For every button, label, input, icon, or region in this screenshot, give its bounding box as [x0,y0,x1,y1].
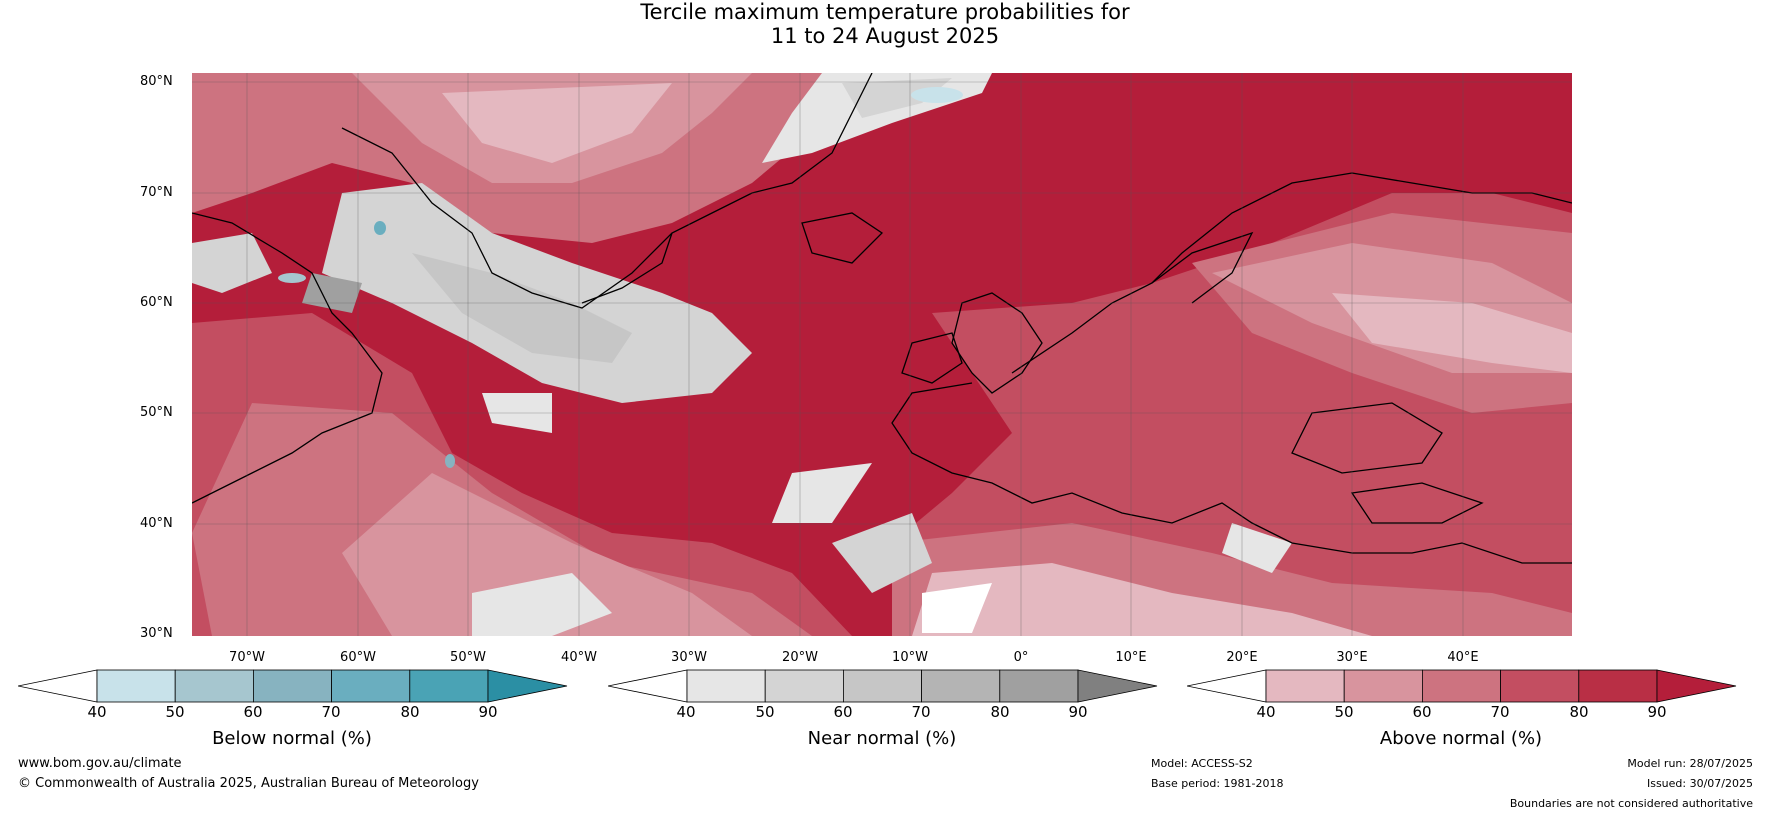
issued-text: Issued: 30/07/2025 [1646,777,1753,790]
lat-label-60n: 60°N [140,295,173,310]
cbar-near-tick-80: 80 [990,703,1010,721]
lon-label-0: 0° [1013,650,1029,665]
lon-label-30e: 30°E [1336,650,1368,665]
website-text: www.bom.gov.au/climate [18,756,182,771]
title-line-2: 11 to 24 August 2025 [770,24,1000,48]
colorbar-upper-extension [487,669,568,703]
colorbar-segment [1500,669,1580,703]
lon-label-20w: 20°W [782,650,818,665]
model-run-text: Model run: 28/07/2025 [1627,757,1753,770]
map-title: Tercile maximum temperature probabilitie… [0,0,1770,48]
lat-label-80n: 80°N [140,74,173,89]
coastlines [192,73,1572,564]
colorbar-segment [1578,669,1658,703]
colorbar-lower-extension [1187,669,1267,703]
colorbar-segment [1343,669,1423,703]
lon-label-10w: 10°W [892,650,928,665]
lon-label-40e: 40°E [1447,650,1479,665]
lon-label-10e: 10°E [1115,650,1147,665]
colorbar-segment [409,669,489,703]
map-canvas [192,73,1572,636]
probability-map [192,73,1572,636]
disclaimer-text: Boundaries are not considered authoritat… [1509,797,1753,810]
cbar-below-tick-80: 80 [400,703,420,721]
lon-label-40w: 40°W [561,650,597,665]
colorbar-segment [1265,669,1345,703]
cbar-below-title: Below normal (%) [212,728,372,749]
below-normal-zones [278,87,963,468]
near-normal-zones [192,73,1292,636]
lat-label-40n: 40°N [140,516,173,531]
lat-label-30n: 30°N [140,626,173,641]
cbar-near-tick-60: 60 [833,703,853,721]
lon-label-50w: 50°W [450,650,486,665]
cbar-below-tick-50: 50 [165,703,185,721]
colorbar-segment [686,669,766,703]
cbar-near-tick-70: 70 [911,703,931,721]
lat-label-70n: 70°N [140,185,173,200]
colorbar-segment [174,669,254,703]
cbar-above-tick-90: 90 [1647,703,1667,721]
cbar-above-tick-50: 50 [1334,703,1354,721]
lon-label-20e: 20°E [1226,650,1258,665]
colorbar-upper-extension [1077,669,1158,703]
colorbar-segment [96,669,176,703]
colorbar-near-normal [608,669,1158,703]
lon-label-60w: 60°W [340,650,376,665]
colorbar-above-normal [1187,669,1737,703]
cbar-near-tick-50: 50 [755,703,775,721]
colorbar-segment [1421,669,1501,703]
colorbar-below-normal [18,669,568,703]
copyright-text: © Commonwealth of Australia 2025, Austra… [18,776,479,791]
cbar-near-title: Near normal (%) [807,728,957,749]
colorbar-lower-extension [608,669,688,703]
colorbar-segment [842,669,922,703]
model-text: Model: ACCESS-S2 [1151,757,1253,770]
cbar-below-tick-90: 90 [478,703,498,721]
cbar-below-tick-40: 40 [87,703,107,721]
colorbar-lower-extension [18,669,98,703]
cbar-above-tick-70: 70 [1490,703,1510,721]
colorbar-upper-extension [1656,669,1737,703]
title-line-1: Tercile maximum temperature probabilitie… [640,0,1130,24]
graticule [192,73,1572,636]
lon-label-30w: 30°W [671,650,707,665]
colorbar-segment [764,669,844,703]
cbar-below-tick-60: 60 [243,703,263,721]
cbar-above-title: Above normal (%) [1379,728,1543,749]
cbar-below-tick-70: 70 [321,703,341,721]
base-period-text: Base period: 1981-2018 [1151,777,1284,790]
cbar-above-tick-40: 40 [1256,703,1276,721]
colorbar-segment [921,669,1001,703]
cbar-near-tick-90: 90 [1068,703,1088,721]
colorbar-segment [252,669,332,703]
colorbar-segment [999,669,1079,703]
cbar-near-tick-40: 40 [676,703,696,721]
cbar-above-tick-80: 80 [1569,703,1589,721]
above-normal-light-zones [192,73,1572,636]
colorbar-segment [331,669,411,703]
lat-label-50n: 50°N [140,405,173,420]
cbar-above-tick-60: 60 [1412,703,1432,721]
lon-label-70w: 70°W [229,650,265,665]
